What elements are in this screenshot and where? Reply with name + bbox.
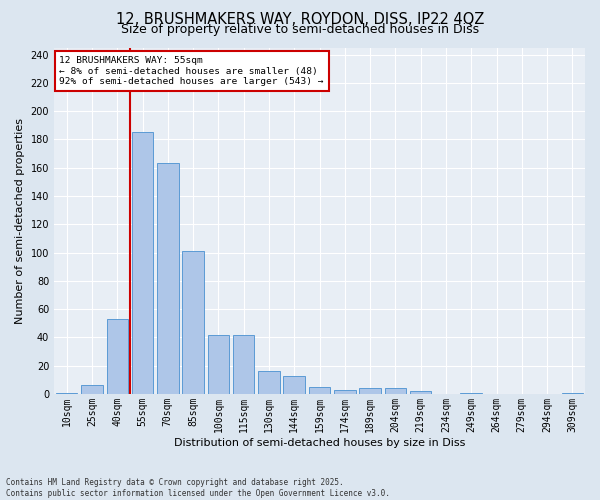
- Bar: [107, 319, 128, 394]
- Bar: [208, 334, 229, 394]
- Bar: [56, 392, 77, 394]
- Text: 12 BRUSHMAKERS WAY: 55sqm
← 8% of semi-detached houses are smaller (48)
92% of s: 12 BRUSHMAKERS WAY: 55sqm ← 8% of semi-d…: [59, 56, 324, 86]
- Bar: [410, 391, 431, 394]
- X-axis label: Distribution of semi-detached houses by size in Diss: Distribution of semi-detached houses by …: [174, 438, 465, 448]
- Bar: [258, 372, 280, 394]
- Bar: [233, 334, 254, 394]
- Y-axis label: Number of semi-detached properties: Number of semi-detached properties: [15, 118, 25, 324]
- Text: Size of property relative to semi-detached houses in Diss: Size of property relative to semi-detach…: [121, 22, 479, 36]
- Text: 12, BRUSHMAKERS WAY, ROYDON, DISS, IP22 4QZ: 12, BRUSHMAKERS WAY, ROYDON, DISS, IP22 …: [116, 12, 484, 28]
- Bar: [385, 388, 406, 394]
- Text: Contains HM Land Registry data © Crown copyright and database right 2025.
Contai: Contains HM Land Registry data © Crown c…: [6, 478, 390, 498]
- Bar: [309, 387, 330, 394]
- Bar: [132, 132, 153, 394]
- Bar: [562, 392, 583, 394]
- Bar: [460, 392, 482, 394]
- Bar: [283, 376, 305, 394]
- Bar: [182, 251, 204, 394]
- Bar: [359, 388, 381, 394]
- Bar: [81, 386, 103, 394]
- Bar: [334, 390, 356, 394]
- Bar: [157, 164, 179, 394]
